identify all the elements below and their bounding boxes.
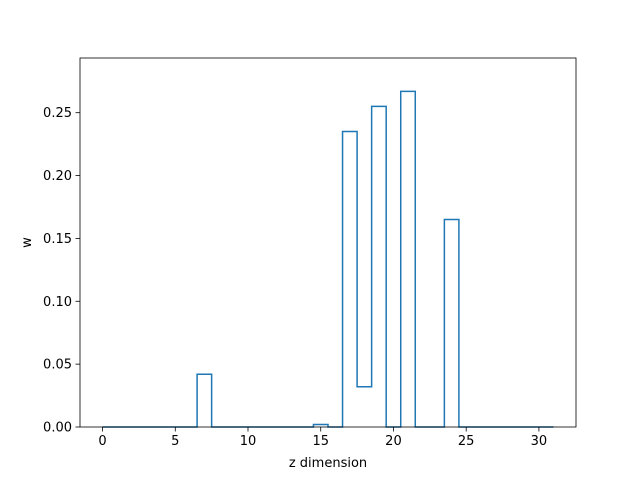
x-tick-label: 10 (240, 434, 257, 449)
axes-frame (79, 57, 577, 428)
x-tick-label: 15 (312, 434, 329, 449)
x-tick-label: 20 (385, 434, 402, 449)
x-axis-ticks: 0 5 10 15 20 25 30 (98, 427, 547, 449)
x-tick-label: 0 (98, 434, 106, 449)
x-tick-label: 25 (458, 434, 475, 449)
y-tick-label: 0.15 (43, 232, 72, 247)
y-tick-label: 0.20 (43, 169, 72, 184)
data-step-line (102, 90, 554, 428)
y-axis-ticks: 0.00 0.05 0.10 0.15 0.20 0.25 (43, 106, 80, 436)
y-axis-label: w (20, 237, 35, 248)
x-tick-label: 5 (171, 434, 179, 449)
y-tick-label: 0.00 (43, 421, 72, 436)
y-tick-label: 0.25 (43, 106, 72, 121)
x-axis-label: z dimension (289, 456, 367, 471)
y-tick-label: 0.05 (43, 358, 72, 373)
x-tick-label: 30 (531, 434, 548, 449)
y-tick-label: 0.10 (43, 295, 72, 310)
